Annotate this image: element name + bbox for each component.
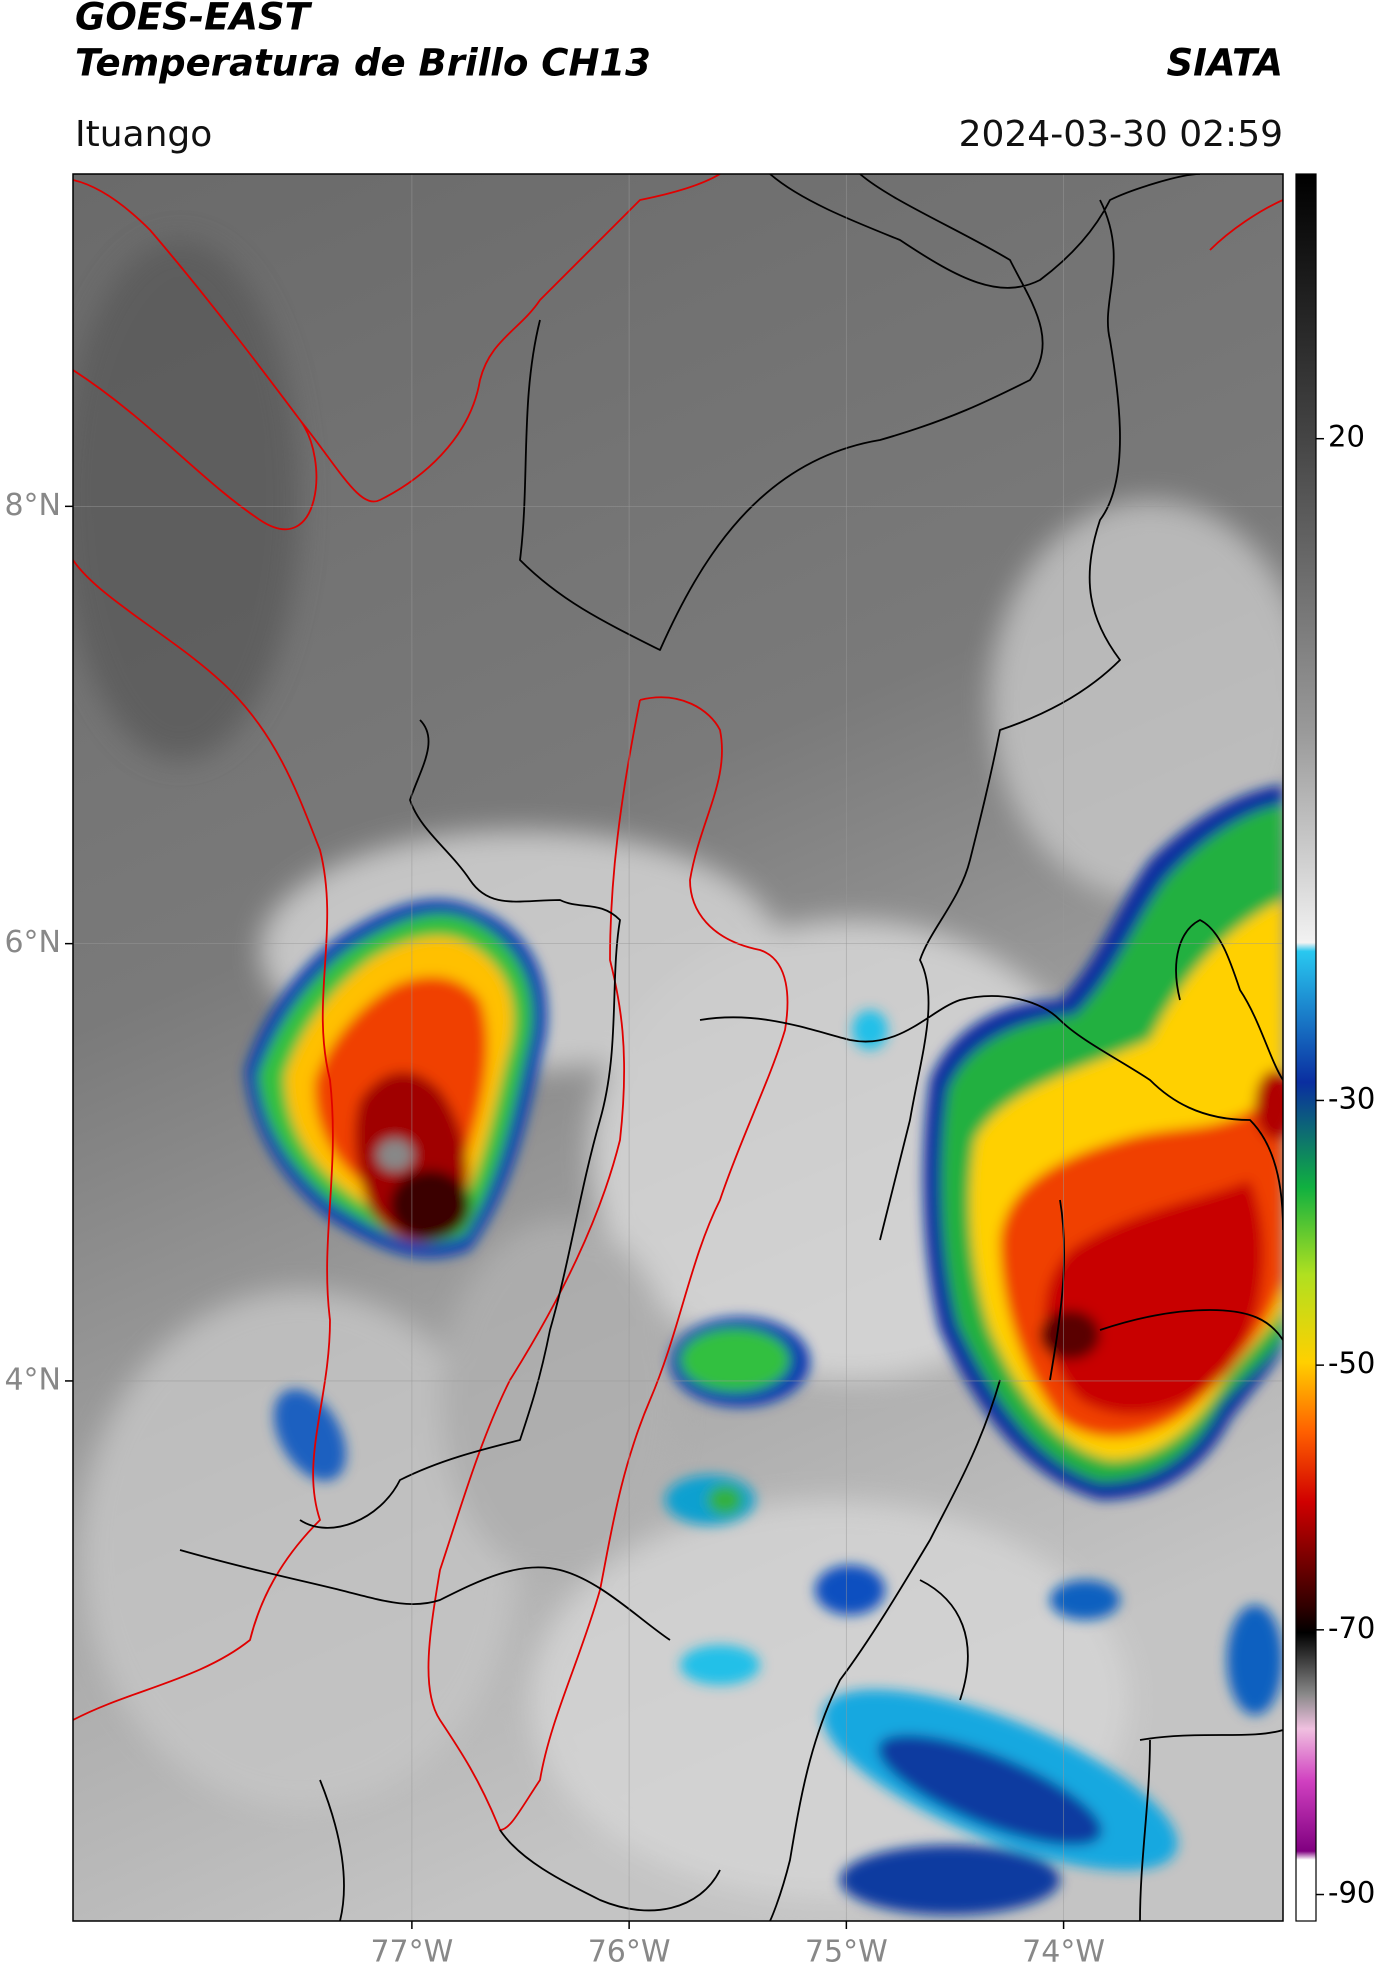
colorbar-tick-label: -30 [1328, 1081, 1375, 1115]
title: GOES-EAST [75, 0, 313, 39]
lat-tick-label: 4°N [4, 1362, 61, 1397]
location: Ituango [75, 114, 212, 155]
colorbar [1295, 173, 1317, 1922]
colorbar-tick-label: 20 [1328, 420, 1365, 454]
source: SIATA [1166, 42, 1283, 85]
colorbar-tick-label: -70 [1328, 1611, 1375, 1645]
lon-tick-label: 76°W [588, 1935, 671, 1970]
satellite-image [73, 174, 1283, 1921]
datetime: 2024-03-30 02:59 [959, 114, 1283, 155]
colorbar-tick-label: -50 [1328, 1346, 1375, 1380]
lon-tick-label: 77°W [370, 1935, 453, 1970]
map-frame [72, 173, 1284, 1922]
lat-tick-label: 6°N [4, 925, 61, 960]
lon-tick-label: 75°W [805, 1935, 888, 1970]
subtitle: Temperatura de Brillo CH13 [75, 42, 651, 85]
colorbar-tick-label: -90 [1328, 1876, 1375, 1910]
lat-tick-label: 8°N [4, 488, 61, 523]
lon-tick-label: 74°W [1022, 1935, 1105, 1970]
